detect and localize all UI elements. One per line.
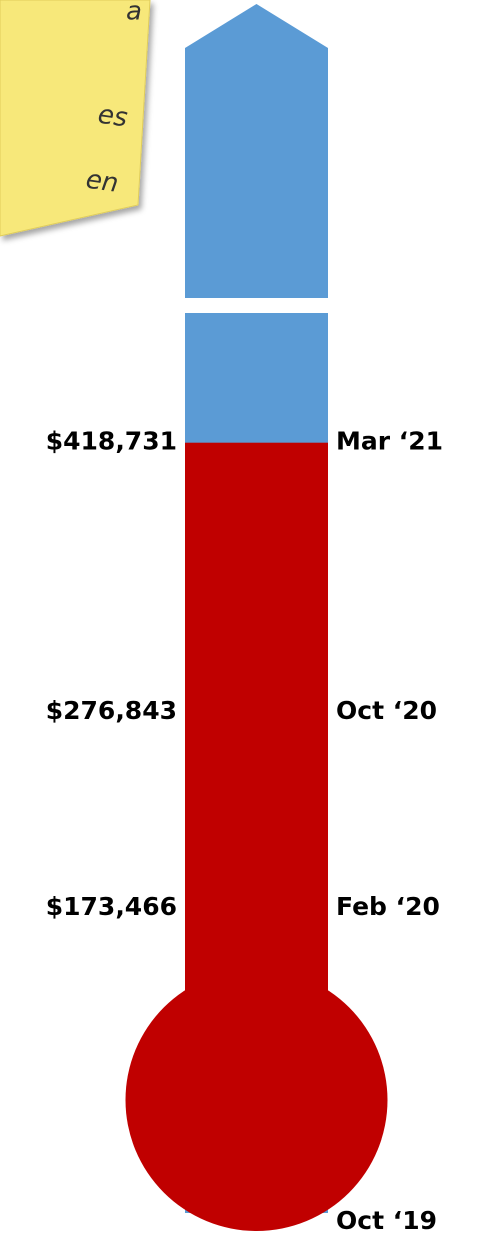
- note-paper: [0, 0, 150, 236]
- value-label: $276,843: [46, 696, 177, 725]
- date-label: Mar ‘21: [336, 427, 443, 456]
- tube-top: [185, 4, 328, 298]
- date-label: Feb ‘20: [336, 892, 440, 921]
- date-label: Oct ‘20: [336, 696, 437, 725]
- value-label: $418,731: [46, 427, 177, 456]
- bulb: [126, 969, 388, 1231]
- value-label: $173,466: [46, 892, 177, 921]
- sticky-note: a es en: [0, 0, 150, 236]
- note-text: es: [96, 100, 129, 134]
- chart: a es en Oct ‘19 Feb ‘20 $173,466 Oct ‘20 $27…: [0, 0, 490, 1246]
- note-text: en: [84, 165, 120, 199]
- date-label: Oct ‘19: [336, 1206, 437, 1235]
- note-text: a: [126, 0, 142, 27]
